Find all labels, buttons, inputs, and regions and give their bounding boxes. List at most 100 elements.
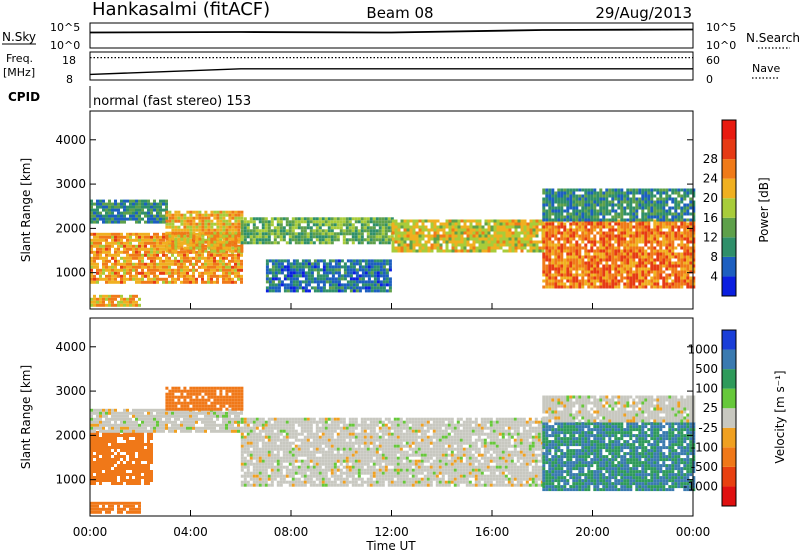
heatmap-cell	[677, 188, 681, 192]
heatmap-cell	[614, 261, 618, 265]
heatmap-cell	[292, 277, 296, 281]
heatmap-cell	[144, 467, 147, 470]
heatmap-cell	[529, 219, 533, 223]
heatmap-cell	[280, 271, 284, 275]
heatmap-cell	[566, 285, 570, 289]
heatmap-cell	[578, 252, 582, 256]
heatmap-cell	[638, 231, 642, 235]
heatmap-cell	[343, 289, 347, 293]
heatmap-cell	[614, 237, 618, 241]
heatmap-cell	[575, 255, 579, 259]
heatmap-cell	[222, 256, 225, 260]
heatmap-cell	[111, 411, 114, 415]
heatmap-cell	[641, 279, 645, 283]
heatmap-cell	[186, 237, 190, 241]
heatmap-cell	[611, 234, 615, 238]
heatmap-cell	[283, 286, 287, 290]
heatmap-cell	[638, 276, 642, 280]
heatmap-cell	[331, 274, 335, 278]
heatmap-cell	[96, 440, 99, 443]
heatmap-cell	[105, 461, 108, 464]
heatmap-cell	[484, 222, 488, 226]
heatmap-cell	[108, 470, 111, 473]
heatmap-cell	[304, 271, 308, 275]
heatmap-cell	[120, 241, 123, 245]
heatmap-cell	[189, 420, 192, 424]
heatmap-cell	[168, 244, 171, 248]
heatmap-cell	[342, 241, 346, 245]
heatmap-cell	[222, 426, 225, 430]
heatmap-cell	[141, 253, 144, 257]
heatmap-cell	[246, 241, 250, 245]
heatmap-cell	[647, 228, 651, 232]
heatmap-cell	[129, 202, 132, 206]
heatmap-cell	[680, 231, 684, 235]
heatmap-cell	[421, 234, 425, 238]
heatmap-cell	[554, 212, 558, 216]
heatmap-cell	[572, 279, 576, 283]
heatmap-cell	[400, 231, 404, 235]
heatmap-cell	[535, 219, 539, 223]
heatmap-cell	[520, 240, 524, 244]
heatmap-cell	[240, 238, 244, 242]
heatmap-cell	[545, 222, 549, 226]
heatmap-cell	[336, 232, 340, 236]
heatmap-cell	[364, 259, 368, 263]
heatmap-cell	[602, 243, 606, 247]
heatmap-cell	[575, 267, 579, 271]
heatmap-cell	[228, 271, 231, 275]
heatmap-cell	[243, 238, 247, 242]
heatmap-cell	[334, 283, 338, 287]
heatmap-cell	[219, 268, 222, 272]
heatmap-cell	[617, 282, 621, 286]
heatmap-cell	[439, 234, 443, 238]
heatmap-cell	[381, 220, 385, 224]
heatmap-cell	[318, 226, 322, 230]
heatmap-cell	[686, 276, 690, 280]
heatmap-cell	[90, 479, 93, 482]
heatmap-cell	[560, 246, 564, 250]
heatmap-cell	[581, 285, 585, 289]
heatmap-cell	[150, 208, 153, 212]
heatmap-cell	[608, 191, 612, 195]
heatmap-cell	[472, 228, 476, 232]
heatmap-cell	[433, 243, 437, 247]
heatmap-cell	[535, 243, 539, 247]
heatmap-cell	[93, 202, 96, 206]
heatmap-cell	[665, 276, 669, 280]
heatmap-cell	[204, 210, 208, 214]
heatmap-cell	[557, 218, 561, 222]
heatmap-cell	[201, 395, 205, 399]
heatmap-cell	[490, 228, 494, 232]
heatmap-cell	[240, 274, 243, 278]
heatmap-cell	[286, 265, 290, 269]
heatmap-cell	[680, 237, 684, 241]
heatmap-cell	[644, 279, 648, 283]
heatmap-cell	[605, 237, 609, 241]
heatmap-cell	[325, 262, 329, 266]
heatmap-cell	[617, 215, 621, 219]
heatmap-cell	[147, 414, 150, 418]
heatmap-cell	[210, 423, 213, 427]
heatmap-cell	[114, 476, 117, 479]
heatmap-cell	[111, 452, 114, 455]
heatmap-cell	[147, 217, 150, 221]
heatmap-cell	[596, 222, 600, 226]
heatmap-cell	[126, 205, 129, 209]
heatmap-cell	[692, 261, 696, 265]
heatmap-cell	[372, 223, 376, 227]
heatmap-cell	[348, 238, 352, 242]
heatmap-cell	[617, 234, 621, 238]
heatmap-cell	[439, 237, 443, 241]
heatmap-cell	[159, 408, 162, 412]
heatmap-cell	[183, 401, 187, 405]
heatmap-cell	[183, 219, 187, 223]
heatmap-cell	[451, 237, 455, 241]
heatmap-cell	[324, 223, 328, 227]
heatmap-cell	[632, 231, 636, 235]
heatmap-cell	[355, 274, 359, 278]
heatmap-cell	[578, 218, 582, 222]
heatmap-cell	[219, 253, 222, 257]
heatmap-cell	[141, 208, 144, 212]
heatmap-cell	[647, 215, 651, 219]
